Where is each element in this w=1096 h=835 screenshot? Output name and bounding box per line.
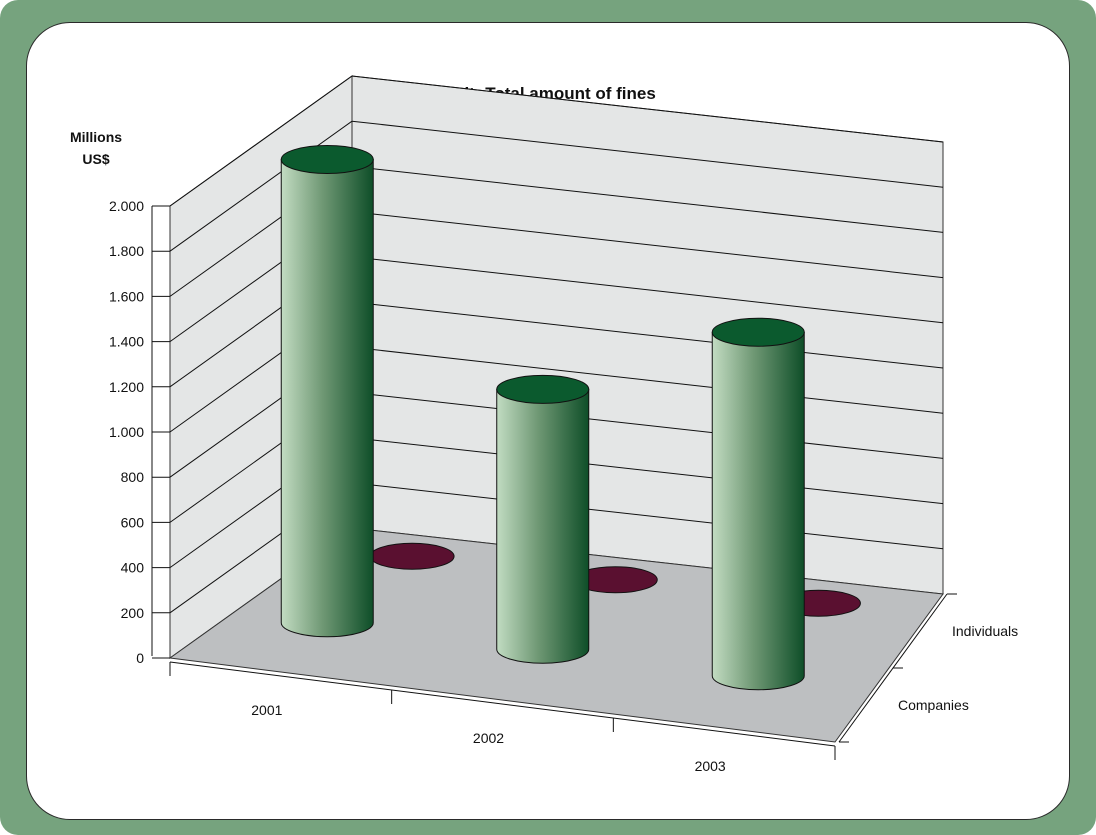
bar-top-2003 <box>711 317 805 347</box>
x-tick-label: 2002 <box>473 730 504 746</box>
y-tick-label: 2.000 <box>109 198 144 214</box>
bar-individuals-2001 <box>369 542 455 570</box>
bar-companies-2003 <box>711 331 805 691</box>
y-tick-label: 1.600 <box>109 288 144 304</box>
bar-companies-2002 <box>496 388 590 664</box>
bar-companies-2001 <box>280 158 374 638</box>
plot-area: 0 200 400 600 800 1.000 1.200 1.400 1.600 1.800 2.… <box>109 75 1018 774</box>
bar-top-2001 <box>280 144 374 174</box>
gridline-back <box>351 211 944 279</box>
series-axis-label: Companies <box>898 697 969 713</box>
y-tick-label: 1.000 <box>109 424 144 440</box>
gridline-back <box>351 391 944 459</box>
gridline-back <box>351 120 944 188</box>
x-tick-label: 2001 <box>251 702 282 718</box>
gridline-side <box>169 120 353 252</box>
y-tick-label: 600 <box>121 514 145 530</box>
y-tick-label: 1.400 <box>109 334 144 350</box>
gridline-back <box>351 165 944 233</box>
y-axis-unit-line-2: US$ <box>82 151 109 167</box>
y-tick-label: 800 <box>121 469 145 485</box>
gridline-side <box>169 75 353 207</box>
series-axis-label: Individuals <box>952 623 1018 639</box>
gridline-back <box>351 482 944 550</box>
y-tick-label: 1.800 <box>109 243 144 259</box>
x-axis-line <box>169 661 836 747</box>
y-tick-label: 400 <box>121 560 145 576</box>
y-tick-label: 200 <box>121 605 145 621</box>
y-tick-label: 0 <box>136 650 144 666</box>
y-tick-label: 1.200 <box>109 379 144 395</box>
gridline-back <box>351 256 944 324</box>
bar-top-2002 <box>496 374 590 404</box>
gridline-back <box>351 75 944 143</box>
gridline-back <box>351 301 944 369</box>
gridline-back <box>351 346 944 414</box>
y-axis-unit-line-1: Millions <box>70 129 122 145</box>
x-tick-label: 2003 <box>695 758 726 774</box>
gridline-back <box>351 437 944 505</box>
